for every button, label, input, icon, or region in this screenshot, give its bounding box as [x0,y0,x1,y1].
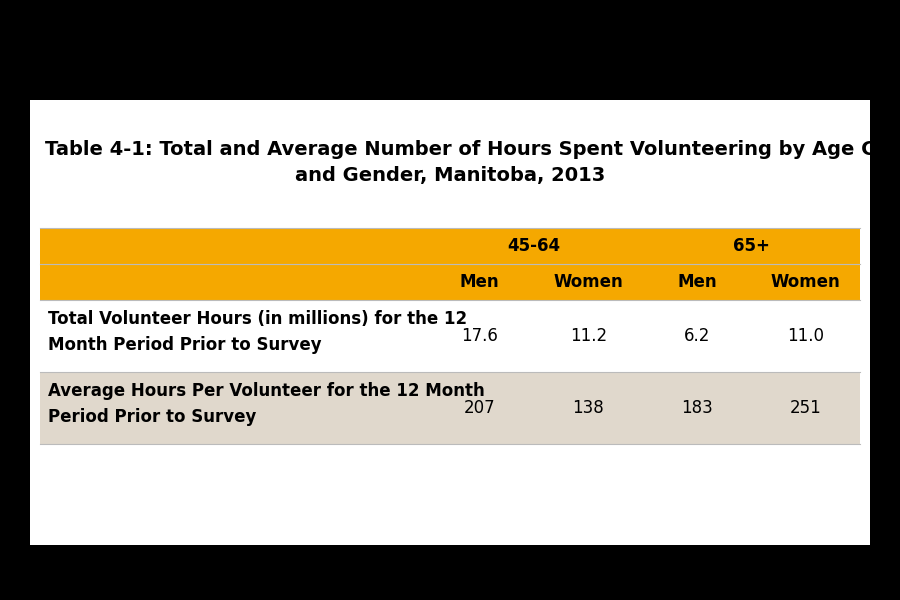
Text: Women: Women [554,273,623,291]
Bar [40,228,860,300]
Text: Table 4-1: Total and Average Number of Hours Spent Volunteering by Age Group: Table 4-1: Total and Average Number of H… [45,140,900,159]
Text: 11.2: 11.2 [570,327,607,345]
Text: Women: Women [770,273,841,291]
Text: 11.0: 11.0 [788,327,824,345]
Text: 251: 251 [790,399,822,417]
Bar [40,372,860,444]
Text: 138: 138 [572,399,604,417]
Text: Men: Men [677,273,716,291]
Text: Average Hours Per Volunteer for the 12 Month
Period Prior to Survey: Average Hours Per Volunteer for the 12 M… [48,383,485,425]
Bar [40,300,860,372]
Text: 17.6: 17.6 [462,327,499,345]
Text: Men: Men [460,273,500,291]
Text: 183: 183 [681,399,713,417]
Text: 65+: 65+ [733,237,770,255]
Text: 45-64: 45-64 [508,237,561,255]
Text: 6.2: 6.2 [684,327,710,345]
Text: and Gender, Manitoba, 2013: and Gender, Manitoba, 2013 [295,166,605,185]
Text: 207: 207 [464,399,496,417]
Text: Total Volunteer Hours (in millions) for the 12
Month Period Prior to Survey: Total Volunteer Hours (in millions) for … [48,311,467,353]
